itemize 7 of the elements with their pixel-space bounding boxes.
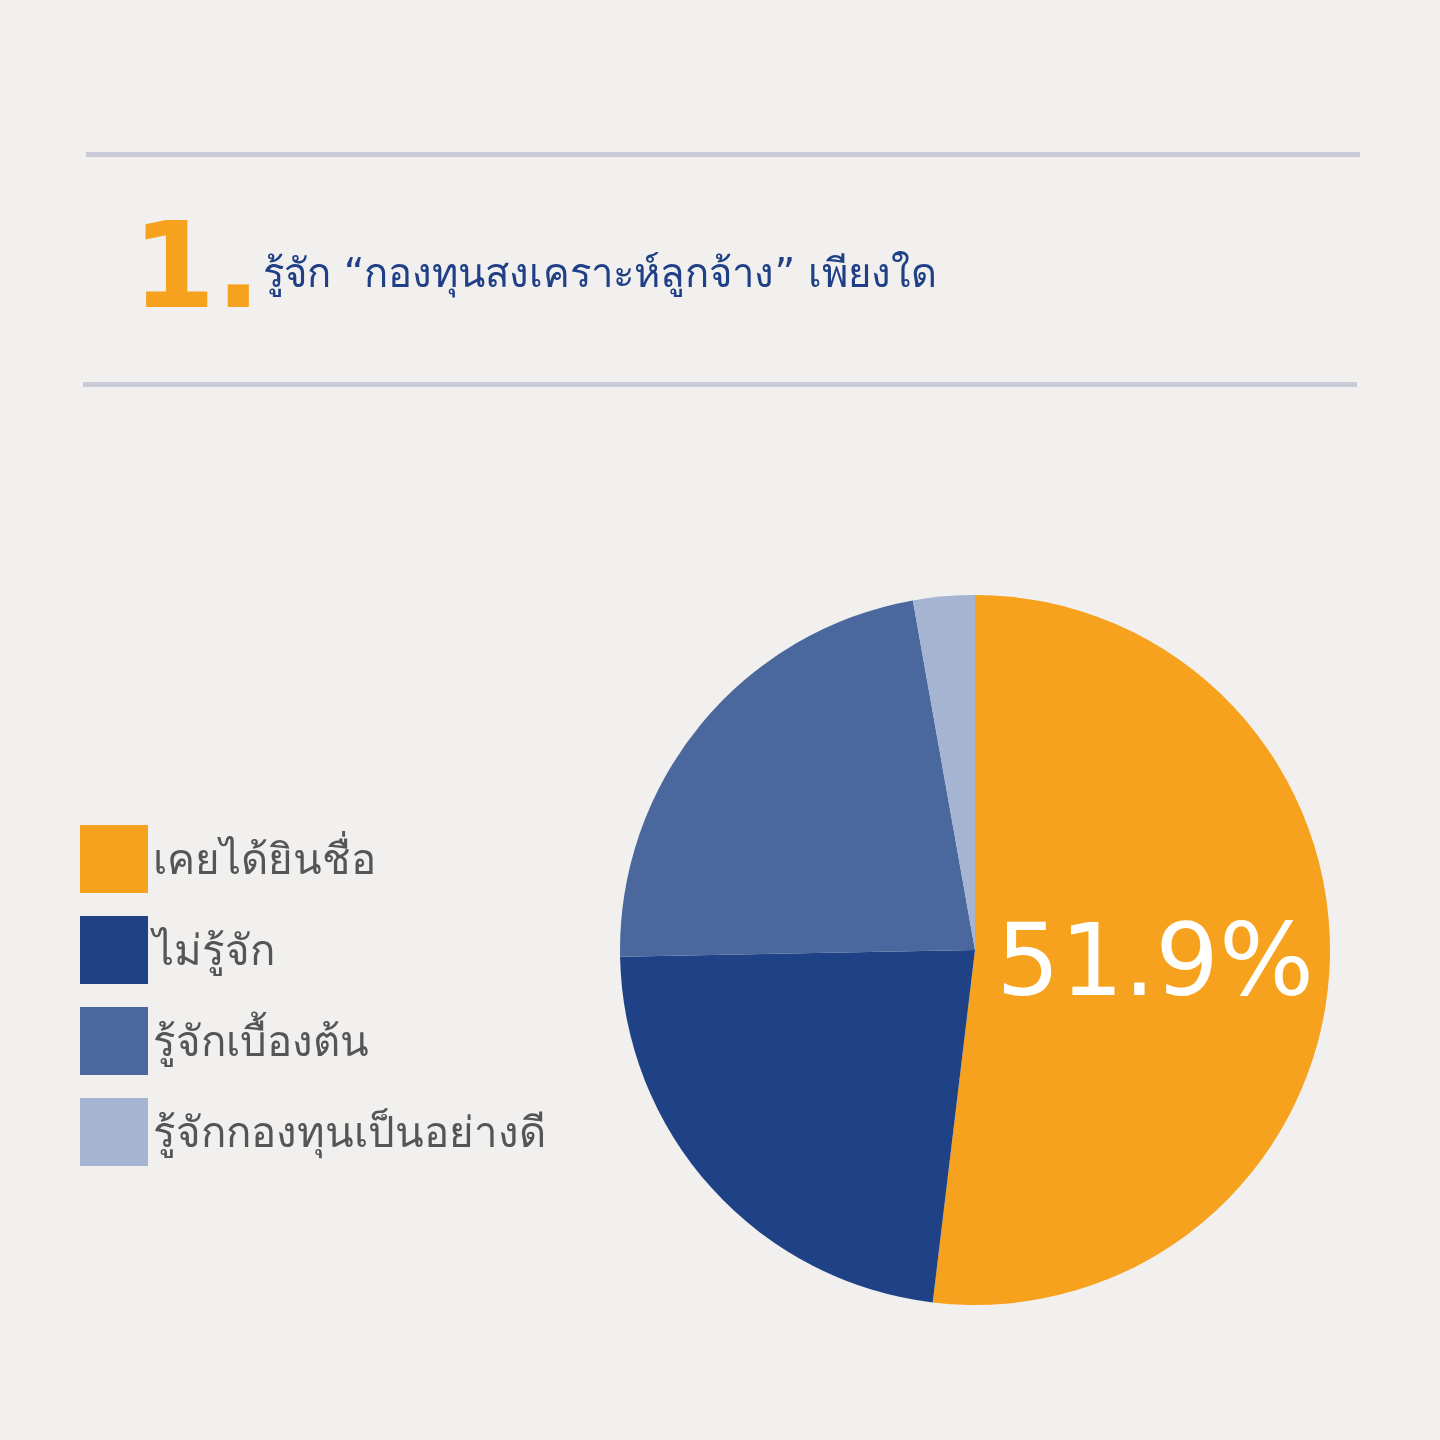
legend-label: ไม่รู้จัก xyxy=(150,925,275,976)
legend-label: รู้จักกองทุนเป็นอย่างดี xyxy=(153,1107,546,1159)
text: 1. xyxy=(132,195,262,335)
legend-label: รู้จักเบื้องต้น xyxy=(153,1010,369,1067)
chart-title: รู้จัก “กองทุนสงเคราะห์ลูกจ้าง” เพียงใด xyxy=(263,250,937,298)
legend-label: เคยได้ยินชื่อ xyxy=(153,830,376,884)
data-label: 51.9% xyxy=(996,902,1315,1020)
